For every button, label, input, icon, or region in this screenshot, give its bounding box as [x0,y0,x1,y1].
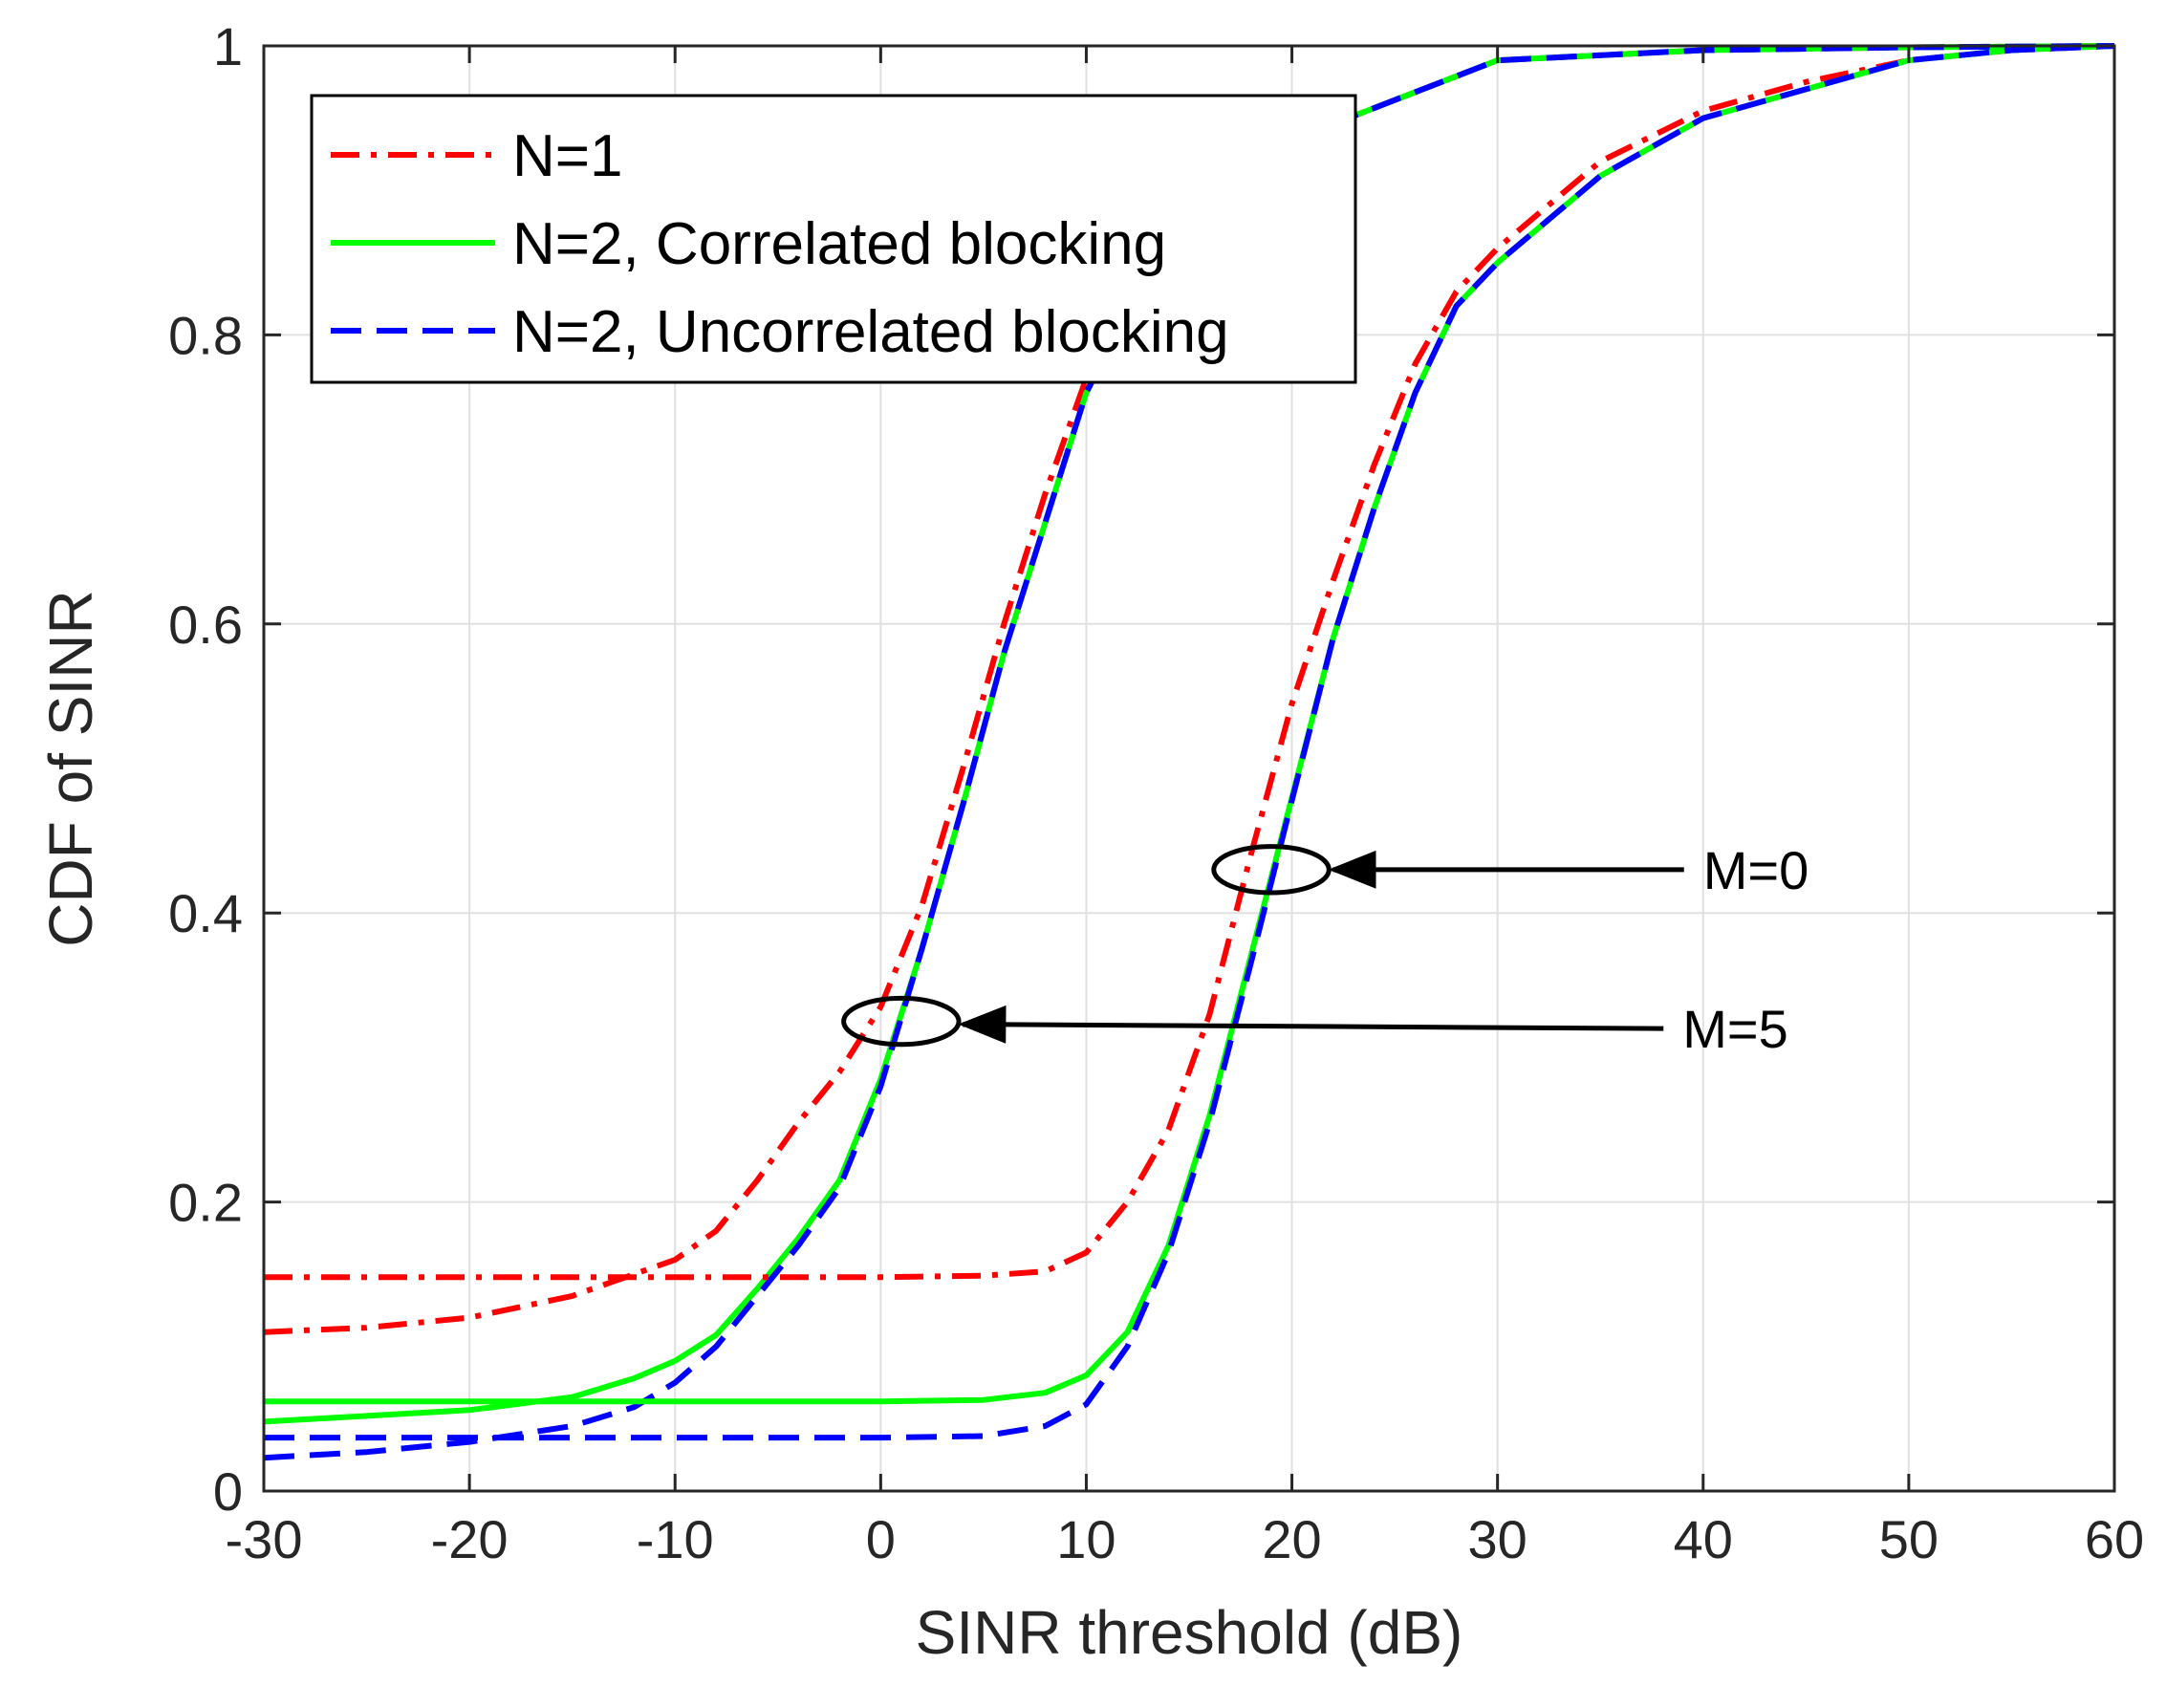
legend-label: N=2, Uncorrelated blocking [512,299,1229,365]
x-tick-label: 30 [1468,1509,1527,1569]
y-tick-label: 0 [213,1461,243,1522]
axis-ticks: -30 -20 -10 0 10 20 30 40 50 60 0 0.2 0.4 0.6 0.8 1 [168,16,2144,1569]
annotation-label: M=0 [1703,840,1809,900]
y-tick-label: 1 [213,16,243,76]
series-line [264,43,2115,1441]
x-tick-label: 0 [866,1509,896,1569]
series-line [264,43,2115,1281]
x-tick-label: 60 [2085,1509,2144,1569]
x-tick-label: 20 [1262,1509,1321,1569]
x-tick-label: 40 [1674,1509,1733,1569]
y-tick-label: 0.6 [168,595,243,655]
legend: N=1 N=2, Correlated blocking N=2, Uncorrel… [310,94,1357,384]
series-layer [263,43,2115,1461]
x-tick-label: -30 [226,1509,303,1569]
legend-label: N=1 [512,123,622,189]
x-tick-label: 50 [1879,1509,1939,1569]
y-axis-label: CDF of SINR [36,590,105,946]
x-tick-label: 10 [1056,1509,1115,1569]
annotation-label: M=5 [1682,999,1788,1059]
legend-label: N=2, Correlated blocking [512,211,1166,277]
series-line [263,43,2115,1461]
legend-box [310,94,1357,384]
x-axis-label: SINR threshold (dB) [916,1598,1463,1667]
annotations: M=0 M=5 [841,840,1809,1059]
y-tick-label: 0.8 [168,305,243,365]
x-tick-label: -10 [637,1509,714,1569]
plot-frame [262,44,2116,1493]
x-tick-label: -20 [431,1509,509,1569]
y-tick-label: 0.2 [168,1173,243,1233]
annotation-arrow [958,1005,1664,1044]
y-tick-label: 0.4 [168,883,243,943]
